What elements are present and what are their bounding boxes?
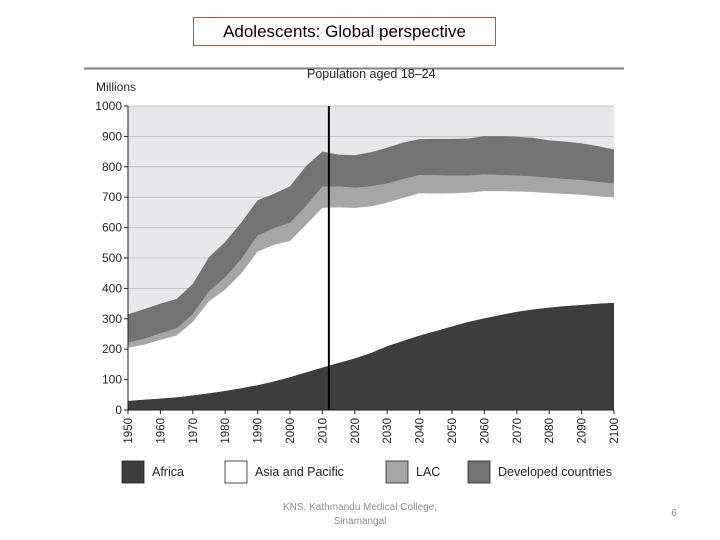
axes: 0 100 200 300 400 500 600 700 800 900 1000 1950 1960… xyxy=(95,99,621,444)
y-tick-label: 700 xyxy=(102,190,122,204)
legend-swatch-africa xyxy=(121,460,145,484)
y-tick-label: 800 xyxy=(102,160,122,174)
legend-swatch-asia-and-pacific xyxy=(224,460,248,484)
y-tick-label: 300 xyxy=(102,312,122,326)
y-tick-label: 200 xyxy=(102,342,122,356)
x-tick-label: 2050 xyxy=(447,418,459,444)
legend-swatch-lac xyxy=(385,460,409,484)
y-tick-label: 100 xyxy=(102,373,122,387)
footer-line-1: KNS, Kathmandu Medical College, xyxy=(283,502,437,513)
x-tick-label: 2040 xyxy=(415,418,427,444)
x-tick-label: 2000 xyxy=(285,418,297,444)
x-tick-label: 2010 xyxy=(317,418,329,444)
x-tick-label: 1990 xyxy=(253,418,265,444)
y-tick-label: 900 xyxy=(102,129,122,143)
area-africa xyxy=(128,302,614,410)
x-tick-label: 1980 xyxy=(220,418,232,444)
legend-label-asia-and-pacific: Asia and Pacific xyxy=(255,465,344,479)
x-tick-label: 2060 xyxy=(479,418,491,444)
legend-label-developed-countries: Developed countries xyxy=(498,465,612,479)
y-axis-label: Millions xyxy=(96,80,136,94)
legend: Africa Asia and Pacific LAC Developed count… xyxy=(121,460,612,484)
x-tick-label: 1970 xyxy=(188,418,200,444)
x-tick-label: 2070 xyxy=(512,418,524,444)
x-tick-label: 1960 xyxy=(155,418,167,444)
y-tick-label: 500 xyxy=(102,251,122,265)
area-developed-countries xyxy=(128,136,614,343)
y-tick-label: 400 xyxy=(102,281,122,295)
x-tick-label: 2030 xyxy=(382,418,394,444)
chart-title: Population aged 18–24 xyxy=(307,67,436,81)
legend-label-africa: Africa xyxy=(152,465,184,479)
footer-line-2: Sinamangal xyxy=(333,516,387,527)
x-tick-label: 1950 xyxy=(123,418,135,444)
legend-swatch-developed-countries xyxy=(467,460,491,484)
y-tick-label: 1000 xyxy=(95,99,122,113)
x-tick-label: 2090 xyxy=(577,418,589,444)
y-tick-label: 600 xyxy=(102,221,122,235)
area-asia-and-pacific xyxy=(128,191,614,401)
x-tick-label: 2020 xyxy=(350,418,362,444)
area-series xyxy=(128,136,614,410)
chart-svg: 0 100 200 300 400 500 600 700 800 900 1000 1950 1960… xyxy=(84,66,624,492)
area-lac xyxy=(128,174,614,348)
x-tick-label: 2100 xyxy=(609,418,621,444)
y-tick-label: 0 xyxy=(115,403,122,417)
x-tick-label: 2080 xyxy=(544,418,556,444)
page-number: 6 xyxy=(671,508,677,519)
legend-label-lac: LAC xyxy=(416,465,440,479)
population-chart: 0 100 200 300 400 500 600 700 800 900 1000 1950 1960… xyxy=(84,66,624,492)
footer: KNS, Kathmandu Medical College, Sinamang… xyxy=(260,501,460,529)
slide-title: Adolescents: Global perspective xyxy=(193,17,496,46)
